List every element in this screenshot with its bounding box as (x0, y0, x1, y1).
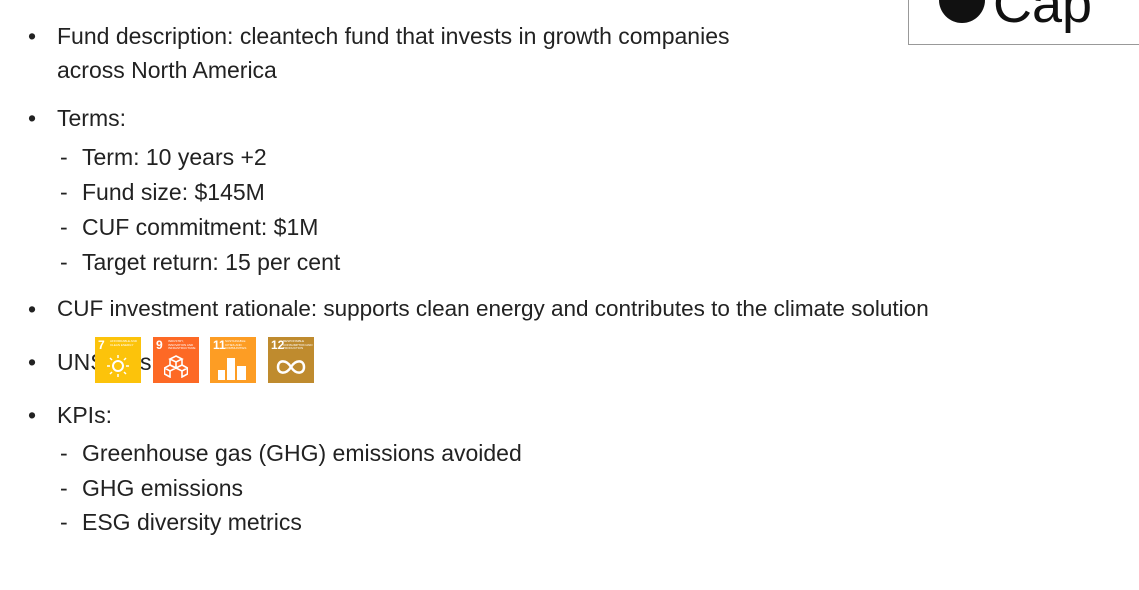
sub-item: Term: 10 years +2 (82, 144, 267, 170)
bullet: • (28, 105, 37, 131)
bullet-text: Terms: (57, 105, 126, 131)
sub-item: ESG diversity metrics (82, 509, 302, 535)
sdg-icon: 9 INDUSTRY, INNOVATION AND INFRASTRUCTUR… (153, 337, 199, 383)
sdg-number: 7 (98, 338, 105, 352)
sdg-symbol (218, 358, 246, 380)
sdg-icon: 11 SUSTAINABLE CITIES AND COMMUNITIES (210, 337, 256, 383)
sub-item: Target return: 15 per cent (82, 249, 341, 275)
sdg-label: RESPONSIBLE CONSUMPTION AND PRODUCTION (283, 339, 313, 350)
dash: - (60, 179, 68, 205)
sub-item: GHG emissions (82, 475, 244, 501)
sub-item: CUF commitment: $1M (82, 214, 319, 240)
dash: - (60, 475, 68, 501)
sub-item: Greenhouse gas (GHG) emissions avoided (82, 440, 522, 466)
dash: - (60, 440, 68, 466)
bullet-text: CUF investment rationale: supports clean… (57, 296, 929, 321)
bullet: • (28, 296, 37, 322)
dash: - (60, 214, 68, 240)
bullet-text: across North America (57, 57, 277, 83)
bullet-text: Fund description: cleantech fund that in… (57, 23, 730, 49)
sdg-label: AFFORDABLE AND CLEAN ENERGY (110, 339, 138, 347)
sdg-symbol (164, 355, 188, 378)
sdg-label: SUSTAINABLE CITIES AND COMMUNITIES (225, 339, 247, 350)
bullet: • (28, 402, 37, 428)
sdg-label: INDUSTRY, INNOVATION AND INFRASTRUCTURE (168, 339, 196, 350)
logo-text: Cap (993, 0, 1093, 34)
sdg-symbol (276, 360, 306, 374)
sdg-number: 9 (156, 338, 163, 352)
logo-box: Cap (908, 0, 1139, 45)
sdg-icon: 12 RESPONSIBLE CONSUMPTION AND PRODUCTIO… (268, 337, 314, 383)
sdg-icon: 7 AFFORDABLE AND CLEAN ENERGY (95, 337, 141, 383)
sub-item: Fund size: $145M (82, 179, 265, 205)
logo-circle (939, 0, 985, 23)
sdg-number: 11 (213, 338, 226, 352)
sdg-symbol (107, 355, 129, 377)
bullet: • (28, 23, 37, 49)
bullet: • (28, 349, 37, 375)
bullet-text: KPIs: (57, 402, 112, 428)
sdg-number: 12 (271, 338, 285, 352)
dash: - (60, 144, 68, 170)
dash: - (60, 509, 68, 535)
dash: - (60, 249, 68, 275)
